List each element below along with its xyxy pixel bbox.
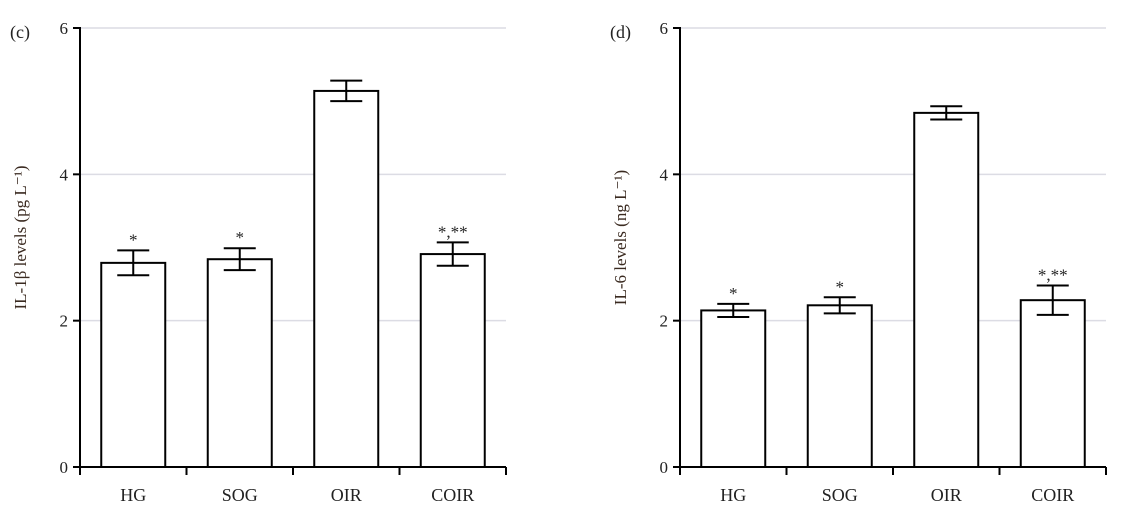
bar-hg bbox=[700, 309, 767, 468]
x-tick-label: HG bbox=[120, 485, 146, 505]
panel-label: (d) bbox=[610, 22, 631, 43]
y-axis-label: IL-6 levels (ng L⁻¹) bbox=[611, 170, 630, 305]
significance-marker: * bbox=[836, 277, 845, 296]
y-tick-label: 0 bbox=[660, 458, 669, 477]
y-tick-label: 6 bbox=[660, 19, 669, 38]
bar-oir bbox=[913, 111, 980, 469]
significance-marker: *,** bbox=[1038, 266, 1068, 285]
bar-sog bbox=[806, 304, 873, 468]
x-tick-label: SOG bbox=[822, 485, 858, 505]
panel-label: (c) bbox=[10, 22, 30, 43]
significance-marker: * bbox=[236, 228, 245, 247]
x-tick-label: HG bbox=[720, 485, 746, 505]
significance-marker: *,** bbox=[438, 222, 468, 241]
significance-marker: * bbox=[729, 284, 738, 303]
y-tick-label: 4 bbox=[660, 165, 669, 184]
bar-sog bbox=[206, 258, 273, 468]
y-tick-label: 4 bbox=[60, 165, 69, 184]
x-tick-label: OIR bbox=[931, 485, 962, 505]
significance-marker: * bbox=[129, 230, 138, 249]
x-tick-label: COIR bbox=[1031, 485, 1074, 505]
y-tick-label: 0 bbox=[60, 458, 69, 477]
x-tick-label: OIR bbox=[331, 485, 362, 505]
bar-coir bbox=[419, 253, 486, 468]
chart-panel-1: 0 2 4 6 (d) IL-6 levels (ng L⁻¹) * HG * SOG OIR *,*… bbox=[610, 19, 1107, 505]
x-tick-label: COIR bbox=[431, 485, 474, 505]
y-axis-label: IL-1β levels (pg L⁻¹) bbox=[11, 165, 30, 309]
x-tick-label: SOG bbox=[222, 485, 258, 505]
bar-coir bbox=[1019, 299, 1086, 468]
chart-panel-0: 0 2 4 6 (c) IL-1β levels (pg L⁻¹) * HG * SOG OIR *,… bbox=[10, 19, 507, 505]
bar-hg bbox=[100, 261, 167, 468]
bar-oir bbox=[313, 89, 380, 468]
y-tick-label: 2 bbox=[60, 312, 69, 331]
y-tick-label: 6 bbox=[60, 19, 69, 38]
y-tick-label: 2 bbox=[660, 312, 669, 331]
